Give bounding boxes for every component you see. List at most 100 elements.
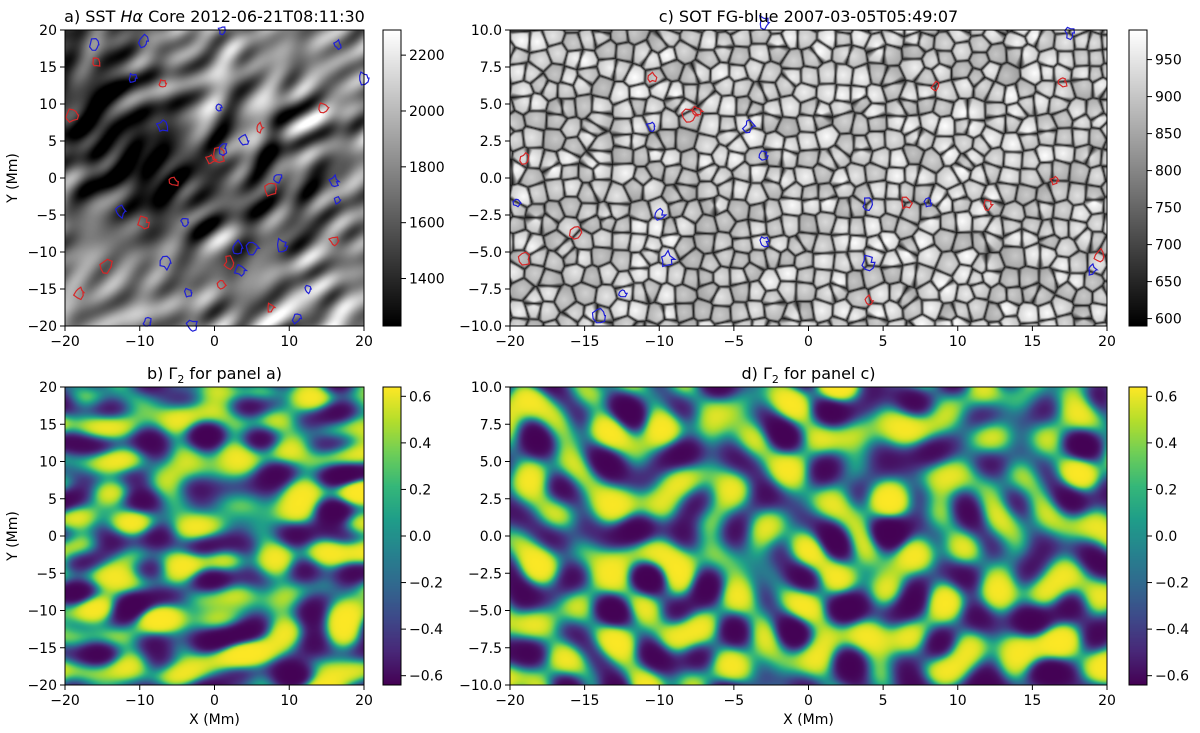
colorbar-a: 1400 1600 1800 2000 2200 [382, 29, 445, 327]
ytick-label-a-8: 20 [39, 23, 57, 39]
xtick-label-b-3: 10 [280, 693, 298, 709]
contour-blue-a-6 [215, 103, 223, 112]
xtick-label-d-7: 15 [1023, 693, 1041, 709]
contour-red-c-12 [1093, 247, 1105, 263]
colorbar-frame-a [382, 29, 402, 327]
colorbar-tick-label-c-4: 800 [1155, 164, 1182, 180]
ytick-label-c-0: −10.0 [459, 319, 502, 335]
contour-blue-a-8 [237, 133, 250, 146]
colorbar-tick-label-d-5: 0.4 [1155, 436, 1177, 452]
colorbar-tick-label-d-6: 0.6 [1155, 389, 1177, 405]
ytick-label-a-7: 15 [39, 60, 57, 76]
ytick-label-c-3: −2.5 [468, 208, 502, 224]
contour-blue-c-6 [660, 249, 677, 268]
contour-red-a-3 [256, 121, 265, 134]
contour-blue-a-22 [291, 313, 303, 325]
ytick-label-d-5: 2.5 [480, 492, 502, 508]
contour-blue-a-10 [273, 174, 283, 184]
contour-red-a-6 [213, 146, 226, 164]
contour-red-c-1 [681, 108, 700, 123]
ytick-label-d-1: −7.5 [468, 641, 502, 657]
contour-red-a-7 [168, 176, 179, 187]
contour-blue-c-2 [741, 119, 757, 134]
ytick-label-c-1: −7.5 [468, 282, 502, 298]
contour-red-a-14 [72, 286, 86, 301]
xtick-label-c-1: −15 [570, 334, 600, 350]
colorbar-tick-label-b-2: −0.2 [409, 576, 443, 592]
ytick-label-a-3: −5 [36, 208, 57, 224]
ytick-label-b-2: −10 [27, 604, 57, 620]
panel-title-d: d) Γ2 for panel c) [741, 364, 875, 386]
colorbar-tick-label-c-1: 650 [1155, 275, 1182, 291]
ytick-label-c-4: 0.0 [480, 171, 502, 187]
panel-title-b: b) Γ2 for panel a) [147, 364, 282, 386]
colorbar-tick-label-a-2: 1800 [409, 160, 445, 176]
contour-red-c-8 [901, 196, 914, 210]
contour-red-a-15 [223, 255, 235, 271]
contour-blue-a-24 [185, 319, 198, 332]
colorbar-gradient-c [1129, 30, 1147, 326]
colorbar-frame-c [1128, 29, 1148, 327]
xtick-label-a-4: 20 [355, 334, 373, 350]
contour-blue-c-1 [645, 121, 656, 133]
contour-blue-a-13 [114, 204, 128, 220]
xtick-label-d-1: −15 [570, 693, 600, 709]
contour-red-a-8 [264, 182, 278, 197]
ytick-label-d-0: −10.0 [459, 678, 502, 694]
contour-blue-a-12 [333, 195, 342, 205]
contour-blue-a-16 [245, 241, 261, 256]
xtick-label-a-2: 0 [210, 334, 219, 350]
contour-blue-c-9 [923, 196, 933, 208]
ytick-label-b-6: 10 [39, 455, 57, 471]
ytick-label-a-4: 0 [48, 171, 57, 187]
contour-blue-c-3 [758, 150, 769, 161]
heatmap-image-d [510, 387, 1107, 685]
colorbar-c: 600 650 700 750 800 850 900 950 [1128, 29, 1182, 328]
colorbar-tick-label-a-1: 1600 [409, 216, 445, 232]
ytick-label-c-6: 5.0 [480, 97, 502, 113]
colorbar-gradient-b [383, 387, 401, 685]
contour-blue-a-18 [159, 255, 172, 272]
contour-blue-a-17 [276, 237, 289, 253]
ylabel-a: Y (Mm) [5, 153, 21, 204]
ytick-label-d-2: −5.0 [468, 604, 502, 620]
contour-red-c-3 [519, 151, 530, 165]
xlabel-b: X (Mm) [189, 712, 240, 728]
contour-red-a-5 [204, 154, 218, 165]
colorbar-gradient-d [1129, 387, 1147, 685]
contour-blue-a-9 [218, 143, 228, 157]
xtick-label-d-8: 20 [1098, 693, 1116, 709]
xtick-label-d-2: −10 [644, 693, 674, 709]
xtick-label-a-3: 10 [280, 334, 298, 350]
ytick-label-d-8: 10.0 [471, 380, 502, 396]
ylabel-b: Y (Mm) [5, 511, 21, 562]
contour-blue-a-21 [304, 284, 313, 295]
xtick-label-d-4: 0 [804, 693, 813, 709]
contour-red-c-4 [568, 225, 583, 240]
xtick-label-c-2: −10 [644, 334, 674, 350]
colorbar-tick-label-b-5: 0.4 [409, 436, 431, 452]
contour-blue-a-15 [232, 238, 244, 255]
xlabel-d: X (Mm) [783, 712, 834, 728]
colorbar-tick-label-b-0: −0.6 [409, 669, 443, 685]
xtick-label-c-6: 10 [949, 334, 967, 350]
colorbar-tick-label-c-6: 900 [1155, 90, 1182, 106]
contour-red-c-7 [1057, 77, 1068, 88]
contour-blue-a-4 [359, 71, 370, 86]
colorbar-gradient-a [383, 30, 401, 326]
contour-blue-a-3 [333, 38, 342, 51]
xtick-label-b-1: −10 [125, 693, 155, 709]
ytick-label-a-2: −10 [27, 245, 57, 261]
contour-blue-a-19 [233, 263, 249, 277]
contour-blue-c-10 [861, 254, 876, 272]
ytick-label-d-7: 7.5 [480, 417, 502, 433]
contour-red-c-5 [517, 251, 531, 266]
colorbar-tick-label-b-6: 0.6 [409, 389, 431, 405]
panel-title-a: a) SST Hα Core 2012-06-21T08:11:30 [64, 7, 365, 26]
xtick-label-a-0: −20 [50, 334, 80, 350]
ytick-label-d-3: −2.5 [468, 566, 502, 582]
ytick-label-b-0: −20 [27, 678, 57, 694]
contour-red-a-10 [328, 236, 340, 247]
xtick-label-c-5: 5 [879, 334, 888, 350]
contour-red-a-13 [267, 302, 277, 313]
